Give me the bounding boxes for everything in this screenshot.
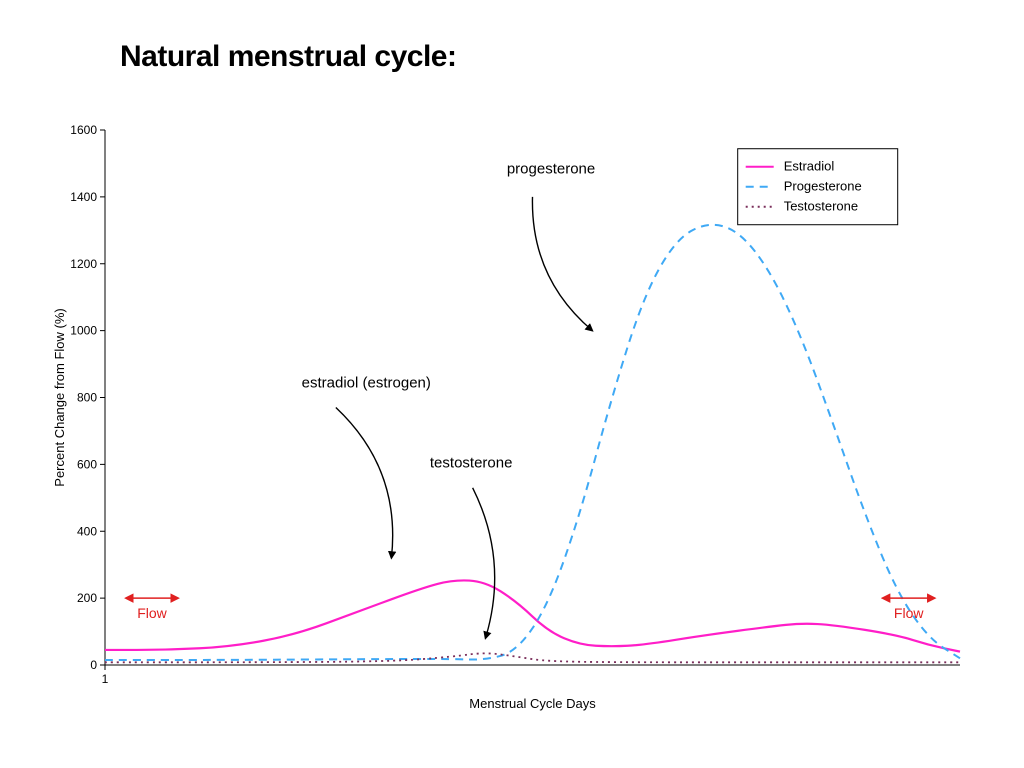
- hormone-cycle-chart: 0 200 400 600 800 1000 1200 1400 1600 1 Menstrual …: [50, 120, 980, 720]
- annotation-label-0: estradiol (estrogen): [302, 374, 431, 391]
- svg-text:800: 800: [77, 391, 97, 405]
- series-testosterone: [105, 653, 960, 662]
- svg-text:1600: 1600: [70, 123, 97, 137]
- svg-text:1400: 1400: [70, 190, 97, 204]
- svg-text:600: 600: [77, 457, 97, 471]
- series-progesterone: [105, 225, 960, 660]
- svg-text:1000: 1000: [70, 324, 97, 338]
- flow-right-label: Flow: [894, 605, 924, 621]
- page-title: Natural menstrual cycle:: [120, 40, 456, 74]
- annotation-arrow-1: [473, 488, 495, 638]
- annotation-label-2: progesterone: [507, 160, 595, 177]
- annotation-label-1: testosterone: [430, 455, 513, 472]
- svg-text:0: 0: [90, 658, 97, 672]
- svg-text:Menstrual Cycle Days: Menstrual Cycle Days: [469, 696, 596, 711]
- annotation-arrow-0: [336, 408, 393, 558]
- svg-text:200: 200: [77, 591, 97, 605]
- svg-text:1: 1: [102, 672, 109, 686]
- flow-left-label: Flow: [137, 605, 167, 621]
- svg-text:400: 400: [77, 524, 97, 538]
- legend-label-testosterone: Testosterone: [784, 199, 858, 214]
- legend-label-progesterone: Progesterone: [784, 179, 862, 194]
- chart-svg: 0 200 400 600 800 1000 1200 1400 1600 1 Menstrual …: [50, 120, 980, 720]
- svg-text:1200: 1200: [70, 257, 97, 271]
- svg-text:Percent Change from Flow (%): Percent Change from Flow (%): [52, 308, 67, 486]
- legend-label-estradiol: Estradiol: [784, 159, 835, 174]
- annotation-arrow-2: [532, 197, 592, 331]
- series-estradiol: [105, 580, 960, 651]
